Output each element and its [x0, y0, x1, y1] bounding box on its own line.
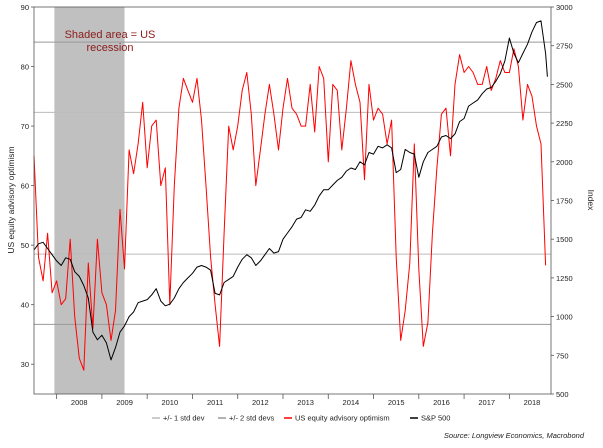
- recession-annotation-line-1: Shaded area = US: [65, 29, 156, 41]
- x-tick-label: 2009: [116, 398, 133, 407]
- right-tick-label: 1750: [556, 197, 573, 206]
- legend-label: +/- 1 std dev: [163, 414, 205, 423]
- x-tick-label: 2013: [297, 398, 314, 407]
- right-tick-label: 3000: [556, 3, 573, 12]
- right-tick-label: 1250: [556, 274, 573, 283]
- x-tick-label: 2015: [388, 398, 405, 407]
- x-tick-label: 2010: [161, 398, 178, 407]
- left-tick-label: 90: [21, 3, 29, 12]
- x-tick-label: 2014: [343, 398, 360, 407]
- right-axis-title: Index: [586, 190, 596, 212]
- recession-annotation-line-2: recession: [86, 42, 133, 54]
- right-tick-label: 2750: [556, 42, 573, 51]
- left-tick-label: 40: [21, 301, 29, 310]
- left-axis-title: US equity advisory optimism: [6, 146, 16, 253]
- right-tick-label: 750: [556, 351, 569, 360]
- x-tick-label: 2017: [478, 398, 495, 407]
- optimism-series-line: [33, 48, 547, 371]
- right-tick-label: 1500: [556, 235, 573, 244]
- left-tick-label: 80: [21, 63, 29, 72]
- right-tick-label: 1000: [556, 313, 573, 322]
- left-tick-label: 60: [21, 182, 29, 191]
- x-tick-label: 2011: [207, 398, 223, 407]
- right-tick-label: 2250: [556, 119, 573, 128]
- right-tick-label: 500: [556, 390, 569, 399]
- legend-label: S&P 500: [421, 414, 450, 423]
- legend-label: US equity advisory optimism: [295, 414, 390, 423]
- source-note: Source: Longview Economics, Macrobond: [444, 431, 585, 440]
- left-tick-label: 30: [21, 360, 29, 369]
- x-tick-label: 2018: [524, 398, 541, 407]
- left-tick-label: 70: [21, 122, 29, 131]
- recession-shading: [54, 7, 125, 394]
- sp500-series-line: [33, 20, 548, 361]
- right-tick-label: 2500: [556, 80, 573, 89]
- legend-label: +/- 2 std devs: [229, 414, 274, 423]
- left-tick-label: 50: [21, 241, 29, 250]
- x-tick-label: 2016: [433, 398, 450, 407]
- right-tick-label: 2000: [556, 158, 573, 167]
- x-tick-label: 2012: [252, 398, 269, 407]
- x-tick-label: 2008: [71, 398, 88, 407]
